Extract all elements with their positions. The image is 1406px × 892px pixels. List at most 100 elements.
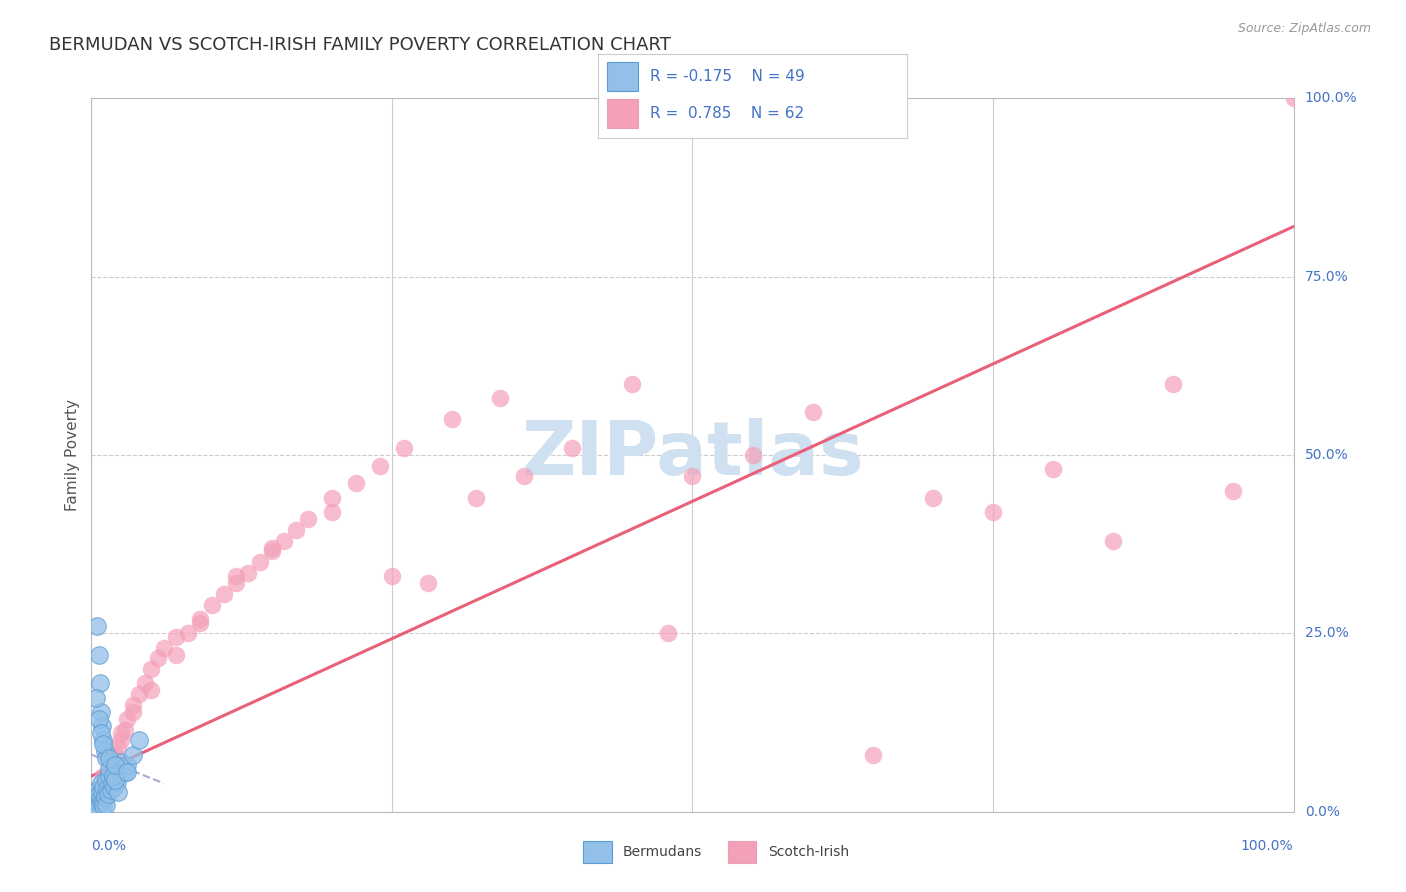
Text: 0.0%: 0.0% (1305, 805, 1340, 819)
Point (117, 765, 139, 780)
Point (225, 576, 247, 591)
Point (188, 612, 211, 626)
Point (107, 740, 129, 755)
Point (212, 587, 235, 601)
Point (657, 626, 679, 640)
Point (260, 541, 283, 555)
Point (98, 751, 121, 765)
Point (83, 797, 105, 812)
Point (321, 505, 343, 519)
Point (107, 785, 129, 799)
Point (101, 762, 124, 776)
Point (141, 683, 163, 698)
Text: 75.0%: 75.0% (1305, 269, 1348, 284)
Point (110, 726, 132, 740)
Point (225, 569, 247, 583)
Point (101, 769, 124, 783)
Point (98, 762, 121, 776)
Point (86, 619, 108, 633)
Point (368, 458, 391, 473)
Point (97, 787, 120, 801)
Point (104, 747, 127, 762)
Point (93, 733, 115, 747)
Point (465, 491, 488, 505)
Point (188, 615, 211, 630)
Point (122, 747, 145, 762)
Bar (607, 99, 638, 128)
Point (249, 555, 271, 569)
Point (104, 772, 127, 787)
Point (392, 441, 415, 455)
Point (128, 733, 150, 747)
Point (114, 765, 136, 780)
Point (981, 505, 1004, 519)
Point (103, 780, 125, 794)
Point (86, 783, 108, 797)
Point (93, 737, 115, 751)
Point (93, 780, 115, 794)
Point (128, 687, 150, 701)
Point (134, 676, 156, 690)
Point (1161, 376, 1184, 391)
Point (1042, 462, 1064, 476)
Point (89, 792, 111, 806)
Point (84, 690, 107, 705)
Point (94, 751, 117, 765)
Point (1222, 483, 1244, 498)
Point (94, 772, 117, 787)
Point (84, 790, 107, 805)
Point (1102, 533, 1125, 548)
Point (101, 751, 124, 765)
Point (89, 676, 111, 690)
Point (90, 726, 112, 740)
Point (146, 651, 169, 665)
Point (165, 630, 187, 644)
Point (200, 598, 222, 612)
Text: 25.0%: 25.0% (1305, 626, 1348, 640)
Point (90, 776, 112, 790)
Point (801, 405, 824, 419)
Point (87, 712, 110, 726)
Point (741, 448, 763, 462)
Point (141, 662, 163, 676)
Point (440, 412, 463, 426)
Point (87, 787, 110, 801)
Point (165, 648, 187, 662)
Point (922, 491, 945, 505)
Y-axis label: Family Poverty: Family Poverty (65, 399, 80, 511)
Point (110, 755, 132, 769)
Point (284, 523, 307, 537)
Point (98, 751, 121, 765)
Point (416, 576, 439, 591)
Text: 100.0%: 100.0% (1305, 91, 1357, 105)
Point (100, 783, 122, 797)
Point (176, 626, 198, 640)
Text: R =  0.785    N = 62: R = 0.785 N = 62 (650, 106, 804, 121)
Point (90, 780, 112, 794)
Point (86, 790, 108, 805)
Text: 50.0%: 50.0% (1305, 448, 1348, 462)
Point (98, 762, 121, 776)
Point (260, 544, 283, 558)
Point (93, 799, 115, 814)
Text: 100.0%: 100.0% (1241, 839, 1294, 854)
Point (94, 772, 117, 787)
Text: R = -0.175    N = 49: R = -0.175 N = 49 (650, 69, 804, 84)
Point (344, 476, 367, 491)
Text: Source: ZipAtlas.com: Source: ZipAtlas.com (1237, 22, 1371, 36)
Point (101, 776, 124, 790)
Point (117, 758, 139, 772)
Point (681, 469, 703, 483)
Point (236, 566, 259, 580)
Point (122, 698, 145, 712)
Point (381, 569, 404, 583)
Point (152, 640, 174, 655)
Text: Bermudans: Bermudans (623, 846, 702, 859)
Point (87, 648, 110, 662)
Point (93, 794, 115, 808)
Point (91, 719, 114, 733)
Bar (607, 62, 638, 91)
Point (122, 705, 145, 719)
Point (110, 733, 132, 747)
Point (91, 785, 114, 799)
